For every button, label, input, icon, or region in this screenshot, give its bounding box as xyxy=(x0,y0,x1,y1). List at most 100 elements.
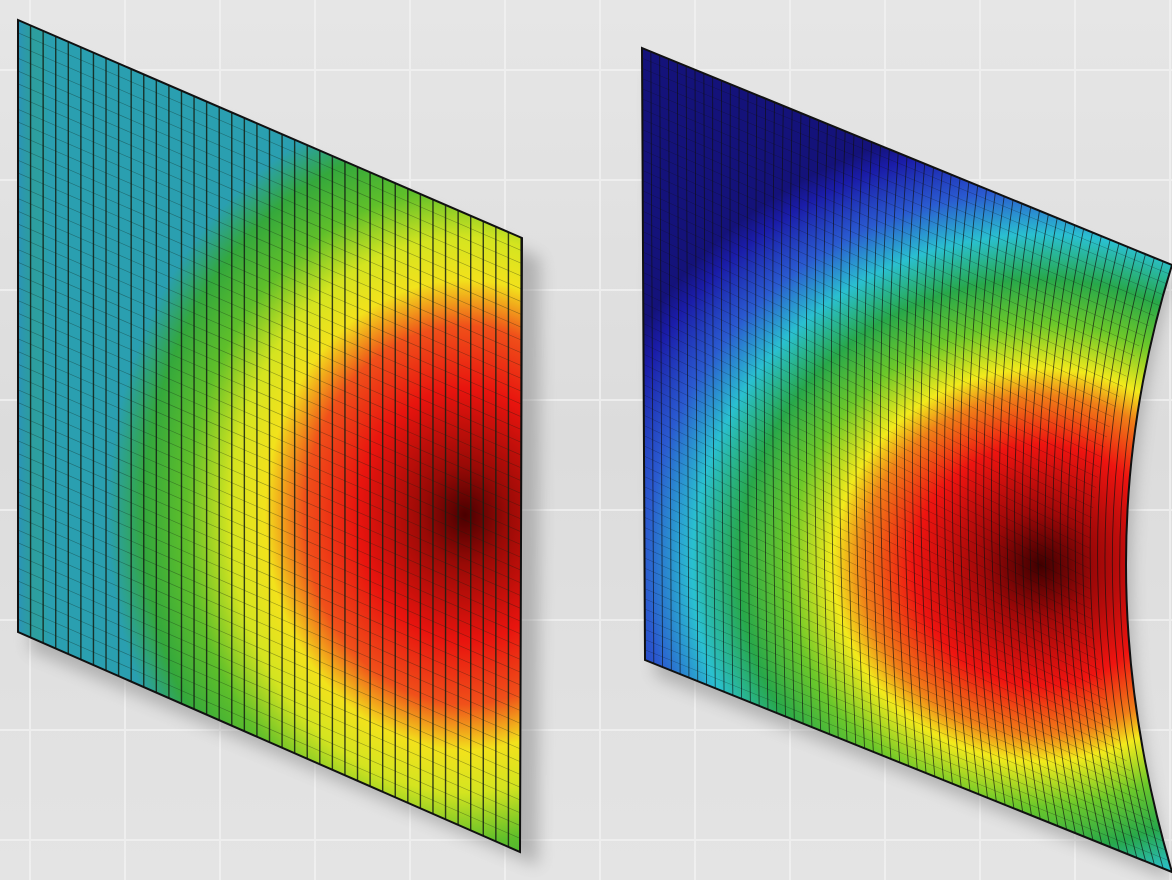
mesh-line xyxy=(18,261,522,482)
mesh-line xyxy=(668,58,672,671)
mesh-line xyxy=(772,102,778,714)
mesh-line xyxy=(644,506,1113,721)
mesh-line xyxy=(659,55,664,668)
mesh-line xyxy=(18,402,522,623)
mesh-line xyxy=(18,198,522,418)
mesh-line xyxy=(18,606,522,827)
mesh-line xyxy=(644,639,1171,852)
mesh-line xyxy=(642,221,1107,438)
mesh-line xyxy=(1044,225,1076,834)
mesh-line xyxy=(18,453,522,674)
mesh-line xyxy=(644,557,1131,772)
mesh-line xyxy=(643,384,1091,600)
mesh-line xyxy=(18,440,522,661)
mesh-line xyxy=(642,241,1103,458)
mesh-line xyxy=(18,57,522,277)
mesh-line xyxy=(643,465,1103,681)
mesh-line xyxy=(642,129,1140,347)
mesh-line xyxy=(797,113,804,724)
mesh-line xyxy=(18,504,522,725)
mesh-line xyxy=(855,138,866,749)
mesh-line xyxy=(1119,261,1164,869)
mesh-line xyxy=(642,68,1171,286)
mesh-line xyxy=(1006,207,1032,816)
mesh-line xyxy=(643,435,1097,650)
mesh-line xyxy=(643,333,1091,549)
mesh-line xyxy=(643,323,1091,539)
mesh-line xyxy=(967,188,988,798)
mesh-line xyxy=(644,516,1116,731)
mesh-line xyxy=(643,312,1092,529)
mesh-line xyxy=(643,353,1090,569)
mesh-line xyxy=(644,547,1127,761)
mesh-line xyxy=(18,376,522,597)
mesh-line xyxy=(642,251,1100,468)
mesh-line xyxy=(18,593,522,814)
mesh-line xyxy=(644,578,1140,792)
mesh-line xyxy=(18,529,522,750)
right-mesh xyxy=(642,48,1172,872)
mesh-line xyxy=(643,302,1093,519)
mesh-line xyxy=(789,109,795,721)
mesh-line xyxy=(912,163,927,774)
mesh-line xyxy=(896,156,909,767)
mesh-line xyxy=(18,465,522,686)
mesh-line xyxy=(959,185,980,795)
mesh-line xyxy=(822,123,830,735)
mesh-line xyxy=(1021,214,1050,823)
mesh-line xyxy=(642,200,1113,417)
mesh-line xyxy=(644,618,1160,832)
mesh-line xyxy=(18,159,522,379)
mesh-line xyxy=(951,181,971,791)
mesh-line xyxy=(644,608,1154,822)
mesh-line xyxy=(18,287,522,507)
mesh-line xyxy=(642,57,1172,276)
mesh-line xyxy=(729,84,734,696)
mesh-line xyxy=(18,121,522,341)
mesh-line xyxy=(1067,235,1103,844)
mesh-line xyxy=(879,149,892,759)
mesh-line xyxy=(936,174,953,784)
mesh-line xyxy=(920,167,936,777)
mesh-line xyxy=(830,127,839,738)
mesh-line xyxy=(643,404,1093,620)
mesh-line xyxy=(644,527,1120,741)
mesh-line xyxy=(18,210,522,431)
mesh-line xyxy=(18,491,522,712)
mesh-line xyxy=(18,427,522,648)
mesh-line xyxy=(18,223,522,443)
mesh-line xyxy=(18,70,522,290)
mesh-line xyxy=(887,152,901,763)
mesh-line xyxy=(18,249,522,469)
mesh-line xyxy=(18,147,522,367)
mesh-line xyxy=(18,300,522,520)
mesh-line xyxy=(642,119,1144,337)
mesh-line xyxy=(642,180,1120,397)
mesh-line xyxy=(755,95,760,706)
mesh-line xyxy=(720,80,725,692)
mesh-line xyxy=(18,185,522,405)
mesh-line xyxy=(1111,257,1155,866)
mesh-line xyxy=(644,649,1172,863)
mesh-line xyxy=(975,192,997,802)
mesh-line xyxy=(18,312,522,533)
mesh-line xyxy=(871,145,883,756)
mesh-line xyxy=(1097,250,1138,858)
mesh-line xyxy=(644,567,1135,782)
mesh-line xyxy=(642,139,1135,357)
mesh-line xyxy=(805,116,813,728)
mesh-line xyxy=(642,78,1165,296)
mesh-line xyxy=(1014,210,1041,820)
mesh-line xyxy=(644,496,1110,711)
mesh-line xyxy=(18,108,522,328)
mesh-line xyxy=(643,476,1105,691)
mesh-line xyxy=(643,343,1090,559)
mesh-line xyxy=(18,618,522,840)
mesh-line xyxy=(642,272,1097,488)
mesh-line xyxy=(644,598,1149,812)
mesh-line xyxy=(18,542,522,763)
mesh-line xyxy=(643,414,1094,630)
mesh-line xyxy=(644,629,1165,842)
mesh-line xyxy=(18,478,522,699)
mesh-line xyxy=(642,170,1123,387)
